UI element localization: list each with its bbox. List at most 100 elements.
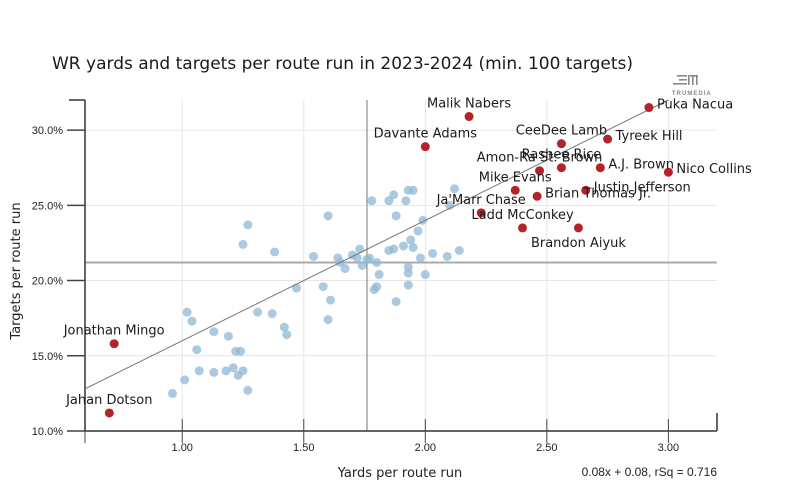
highlighted-point [556, 163, 566, 173]
data-point [182, 307, 192, 317]
highlighted-point [532, 191, 542, 201]
player-labels: Puka Nacua Malik Nabers Tyreek Hill CeeDee … [63, 97, 752, 408]
highlighted-point [476, 208, 486, 218]
highlighted-point [595, 163, 605, 173]
data-point [282, 330, 292, 340]
data-point [374, 270, 384, 280]
x-axis-ticks: 1.00 1.50 2.00 2.50 3.00 [84, 419, 679, 454]
y-tick-label: 25.0% [32, 200, 63, 212]
data-point [364, 253, 374, 263]
x-tick-label: 2.00 [415, 442, 436, 454]
data-point [323, 315, 333, 325]
data-point [357, 261, 367, 270]
highlighted-point [644, 103, 654, 113]
data-point [428, 248, 438, 258]
point-label: Nico Collins [676, 162, 752, 177]
axes-frame [69, 99, 718, 432]
data-point [449, 184, 459, 194]
data-point [323, 211, 333, 221]
y-axis-label: Targets per route run [9, 202, 24, 340]
data-point [415, 253, 425, 263]
x-tick-label: 3.00 [658, 442, 679, 454]
y-tick-label: 10.0% [32, 426, 63, 438]
highlighted-point [573, 223, 583, 233]
trumedia-logo-text: TRUMEDIA [672, 91, 712, 97]
data-point [384, 245, 394, 255]
data-point [442, 251, 452, 261]
point-label: Amon-Ra St. Brown [477, 151, 603, 166]
data-point [391, 211, 401, 221]
point-label: Tyreek Hill [615, 129, 683, 144]
data-point [192, 345, 202, 355]
highlighted-point [556, 139, 566, 149]
data-point [326, 295, 336, 305]
point-label: Davante Adams [374, 127, 478, 142]
data-point [403, 280, 413, 290]
data-point [406, 235, 416, 245]
regression-line [84, 99, 669, 390]
data-point [408, 185, 418, 195]
data-point [372, 282, 382, 292]
y-tick-label: 15.0% [32, 351, 63, 363]
data-point [168, 388, 178, 398]
data-point [194, 366, 204, 376]
data-point [236, 346, 246, 356]
regression-line-group [84, 99, 669, 390]
data-point [454, 245, 464, 255]
data-point [367, 196, 377, 206]
point-label: Ladd McConkey [471, 208, 574, 223]
data-point [270, 247, 280, 257]
data-point [253, 307, 263, 317]
data-point [228, 363, 238, 373]
data-point [352, 253, 362, 263]
data-point [233, 370, 243, 380]
y-tick-label: 20.0% [32, 276, 63, 288]
chart-title: WR yards and targets per route run in 20… [52, 54, 633, 74]
x-tick-label: 2.50 [536, 442, 557, 454]
highlighted-point [104, 408, 114, 418]
data-point [318, 282, 328, 292]
grid [85, 100, 717, 432]
highlighted-point [464, 112, 474, 122]
regression-equation: 0.08x + 0.08, rSq = 0.716 [582, 465, 718, 479]
highlighted-point [535, 166, 545, 176]
data-point [279, 322, 289, 332]
trumedia-logo-icon [673, 75, 698, 85]
highlighted-point [420, 142, 430, 152]
data-point [389, 190, 399, 200]
point-label: Brandon Aiyuk [531, 236, 626, 251]
data-point [267, 309, 277, 319]
x-tick-label: 1.00 [172, 442, 193, 454]
x-axis-label: Yards per route run [337, 466, 462, 481]
highlighted-point [109, 339, 119, 349]
data-point [391, 297, 401, 307]
data-point [243, 385, 253, 395]
data-point [187, 316, 197, 326]
data-point [238, 239, 248, 249]
point-label: Malik Nabers [427, 97, 511, 112]
data-point [372, 257, 382, 267]
mean-lines [85, 100, 717, 431]
data-point [291, 283, 301, 293]
data-point [384, 196, 394, 206]
data-point [355, 244, 365, 254]
data-point [223, 331, 233, 341]
y-axis-ticks: 10.0% 15.0% 20.0% 25.0% 30.0% [32, 125, 85, 438]
highlighted-point [603, 134, 613, 144]
highlighted-point [518, 223, 528, 233]
data-point [340, 264, 350, 274]
data-point [401, 196, 411, 206]
point-label: Puka Nacua [657, 98, 733, 113]
point-label: Mike Evans [479, 170, 552, 185]
highlighted-players-points [104, 103, 673, 418]
data-point [308, 251, 318, 261]
data-point [403, 262, 413, 272]
other-players-points [168, 184, 464, 398]
point-label: Rashee Rice [522, 148, 602, 163]
data-point [398, 241, 408, 251]
point-label: CeeDee Lamb [516, 124, 607, 139]
data-point [221, 366, 231, 376]
point-label: Jahan Dotson [65, 393, 152, 408]
highlighted-point [663, 167, 673, 177]
